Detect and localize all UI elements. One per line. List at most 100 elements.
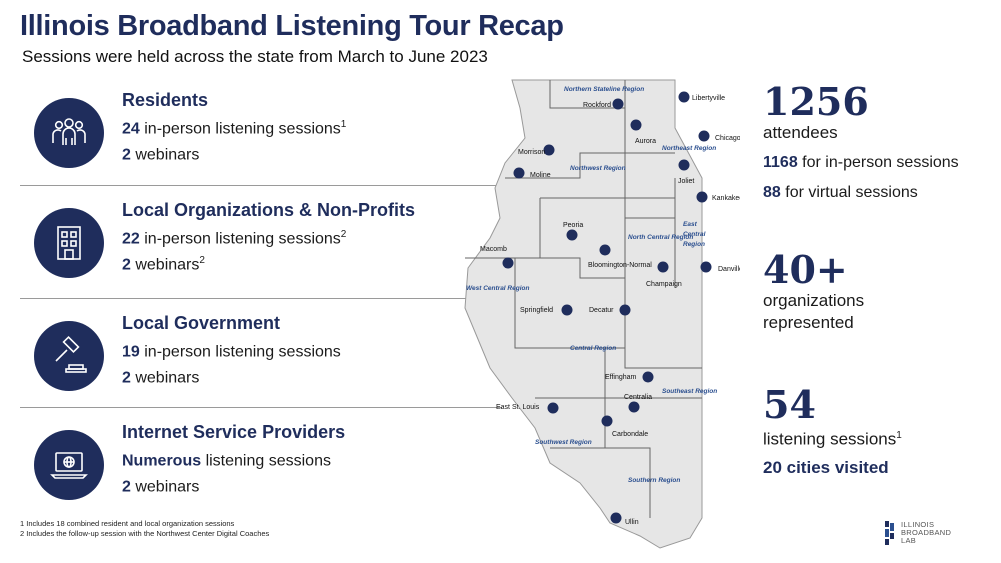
attendees-number: 1256 bbox=[763, 79, 869, 124]
region-label: North Central Region bbox=[628, 234, 693, 241]
city-dot-chicago bbox=[698, 130, 710, 142]
city-label: East St. Louis bbox=[496, 404, 540, 411]
city-label: Centralia bbox=[624, 394, 652, 401]
city-dot-carbondale bbox=[601, 415, 613, 427]
page-title: Illinois Broadband Listening Tour Recap bbox=[20, 10, 564, 42]
city-label: Peoria bbox=[563, 222, 583, 229]
category-residents: Residents 24 in-person listening session… bbox=[20, 80, 502, 186]
footnotes: 1 Includes 18 combined resident and loca… bbox=[20, 519, 269, 539]
city-label: Ullin bbox=[625, 519, 639, 526]
webinars-line: 2 webinars bbox=[122, 369, 200, 387]
region-label: Northeast Region bbox=[662, 145, 716, 152]
city-dot-kankakee bbox=[696, 191, 708, 203]
city-dot-east-st-louis bbox=[547, 402, 559, 414]
attendees-label: attendees bbox=[763, 123, 838, 142]
city-label: Danville bbox=[718, 266, 740, 273]
organizations-number: 40+ bbox=[763, 247, 848, 292]
sessions-line: Numerous listening sessions bbox=[122, 452, 331, 470]
footnote-1: 1 Includes 18 combined resident and loca… bbox=[20, 519, 235, 528]
organizations-label-1: organizations bbox=[763, 291, 865, 310]
region-label: West Central Region bbox=[466, 285, 529, 292]
city-label: Carbondale bbox=[612, 431, 648, 438]
city-dot-ullin bbox=[610, 512, 622, 524]
page-subtitle: Sessions were held across the state from… bbox=[22, 47, 488, 66]
region-label: Region bbox=[683, 241, 705, 248]
region-label: Central Region bbox=[570, 345, 616, 352]
city-label: Kankakee bbox=[712, 195, 740, 202]
group-icon bbox=[34, 98, 104, 168]
divider bbox=[20, 407, 502, 408]
city-label: Springfield bbox=[520, 307, 553, 314]
city-dot-rockford bbox=[612, 98, 624, 110]
category-isp: Internet Service Providers Numerous list… bbox=[20, 412, 502, 518]
gavel-icon bbox=[34, 321, 104, 391]
city-label: Macomb bbox=[480, 246, 507, 253]
city-label: Aurora bbox=[635, 138, 656, 145]
sessions-line: 19 in-person listening sessions bbox=[122, 343, 341, 361]
region-label: East bbox=[683, 221, 698, 228]
logo-text-3: LAB bbox=[901, 536, 917, 545]
map-points: Libertyville Rockford Aurora Chicago Morriso… bbox=[466, 86, 743, 526]
region-label: Central bbox=[683, 231, 706, 238]
webinars-line: 2 webinars bbox=[122, 146, 200, 164]
sessions-number: 54 bbox=[763, 382, 816, 427]
region-label: Northern Stateline Region bbox=[564, 86, 644, 93]
city-label: Bloomington-Normal bbox=[588, 262, 652, 269]
category-heading: Internet Service Providers bbox=[122, 422, 346, 442]
city-label: Effingham bbox=[605, 374, 637, 381]
city-label: Chicago bbox=[715, 135, 740, 142]
region-label: Northwest Region bbox=[570, 165, 626, 172]
organizations-label-2: represented bbox=[763, 313, 854, 332]
city-dot-joliet bbox=[678, 159, 690, 171]
region-label: Southwest Region bbox=[535, 439, 592, 446]
logo-text-2: BROADBAND bbox=[901, 528, 952, 537]
organizations-stat: 40+ organizations represented bbox=[763, 250, 864, 334]
attendees-stat: 1256 attendees 1168 for in-person sessio… bbox=[763, 82, 959, 204]
logo-mark-icon bbox=[885, 521, 894, 545]
inperson-line: 1168 for in-person sessions bbox=[763, 154, 959, 171]
region-borders bbox=[465, 80, 702, 518]
city-label: Champaign bbox=[646, 281, 682, 288]
logo-text-1: ILLINOIS bbox=[901, 520, 935, 529]
region-label: Southeast Region bbox=[662, 388, 717, 395]
city-label: Rockford bbox=[583, 102, 611, 109]
illinois-map: Libertyville Rockford Aurora Chicago Morriso… bbox=[450, 68, 743, 558]
city-dot-centralia bbox=[628, 401, 640, 413]
city-dot-aurora bbox=[630, 119, 642, 131]
city-label: Moline bbox=[530, 172, 551, 179]
sessions-stat: 54 listening sessions1 20 cities visited bbox=[763, 385, 902, 479]
city-dot-macomb bbox=[502, 257, 514, 269]
city-dot-danville bbox=[700, 261, 712, 273]
city-dot-libertyville bbox=[678, 91, 690, 103]
sessions-line: 24 in-person listening sessions1 bbox=[122, 119, 347, 138]
city-dot-effingham bbox=[642, 371, 654, 383]
laptop-globe-icon bbox=[34, 430, 104, 500]
illinois-broadband-lab-logo: ILLINOIS BROADBAND LAB bbox=[884, 520, 951, 546]
city-label: Decatur bbox=[589, 307, 614, 314]
sessions-label: listening sessions1 bbox=[763, 429, 902, 449]
city-dot-decatur bbox=[619, 304, 631, 316]
city-label: Joliet bbox=[678, 178, 694, 185]
region-label: Southern Region bbox=[628, 477, 680, 484]
city-dot-springfield bbox=[561, 304, 573, 316]
category-heading: Local Government bbox=[122, 313, 281, 333]
webinars-line: 2 webinars2 bbox=[122, 255, 205, 274]
divider bbox=[20, 298, 502, 299]
building-icon bbox=[34, 208, 104, 278]
virtual-line: 88 for virtual sessions bbox=[763, 184, 918, 201]
category-local-organizations: Local Organizations & Non-Profits 22 in-… bbox=[20, 190, 502, 296]
category-heading: Residents bbox=[122, 90, 209, 110]
category-local-government: Local Government 19 in-person listening … bbox=[20, 303, 502, 409]
category-heading: Local Organizations & Non-Profits bbox=[122, 200, 416, 220]
footnote-2: 2 Includes the follow-up session with th… bbox=[20, 529, 270, 538]
city-dot-champaign bbox=[657, 261, 669, 273]
webinars-line: 2 webinars bbox=[122, 478, 200, 496]
city-dot-morrison bbox=[543, 144, 555, 156]
city-label: Morrison bbox=[518, 149, 545, 156]
city-dot-moline bbox=[513, 167, 525, 179]
divider bbox=[20, 185, 502, 186]
sessions-line: 22 in-person listening sessions2 bbox=[122, 229, 347, 248]
illinois-outline bbox=[464, 79, 703, 549]
city-dot-peoria bbox=[566, 229, 578, 241]
cities-visited: 20 cities visited bbox=[763, 457, 889, 477]
